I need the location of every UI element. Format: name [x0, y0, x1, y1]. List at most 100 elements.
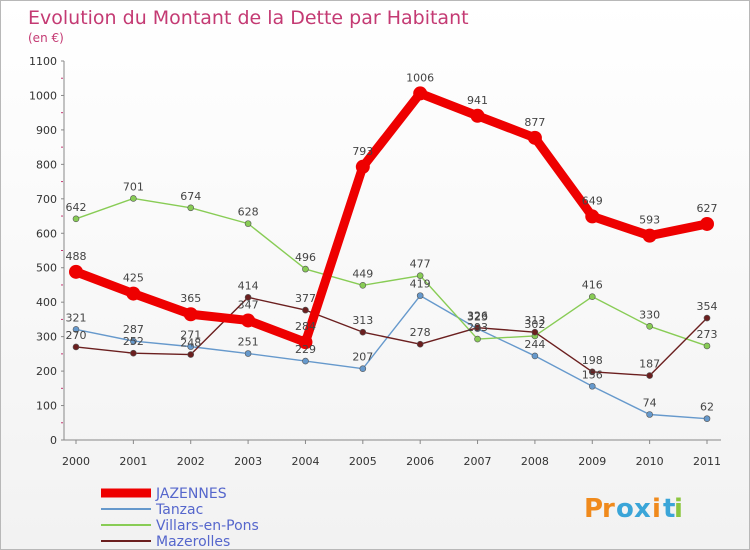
proxiti-logo: Pr o x i ti	[584, 494, 683, 524]
x-tick-label: 2002	[177, 455, 205, 468]
data-point	[302, 306, 309, 314]
logo-letter: t	[663, 494, 675, 524]
x-tick-label: 2010	[636, 455, 664, 468]
data-point	[646, 322, 653, 330]
x-tick-label: 2001	[119, 455, 147, 468]
x-tick-label: 2005	[349, 455, 377, 468]
data-point	[241, 313, 256, 328]
data-point	[130, 337, 137, 345]
data-point	[244, 294, 252, 301]
data-label: 416	[582, 279, 603, 292]
data-label: 284	[295, 320, 316, 333]
y-tick-label: 700	[36, 193, 57, 206]
data-point	[474, 335, 481, 343]
data-point	[646, 411, 653, 418]
data-label: 488	[66, 250, 87, 263]
data-point	[126, 286, 141, 301]
data-point	[585, 209, 600, 224]
data-point	[703, 415, 711, 422]
data-point	[531, 352, 539, 360]
data-point	[187, 351, 195, 358]
data-label: 593	[639, 214, 660, 227]
data-point	[588, 368, 596, 376]
data-label: 293	[467, 321, 488, 334]
series-line-tanzac	[75, 294, 708, 420]
y-tick-label: 0	[50, 434, 57, 447]
data-point	[130, 195, 137, 202]
y-tick-label: 200	[36, 365, 57, 378]
data-point	[359, 281, 367, 289]
x-tick-label: 2003	[234, 455, 262, 468]
x-tick-label: 2011	[693, 455, 721, 468]
data-label: 229	[295, 343, 316, 356]
legend-label: Tanzac	[155, 502, 203, 518]
data-point	[72, 215, 80, 223]
data-label: 74	[643, 397, 657, 410]
data-label: 273	[697, 328, 718, 341]
data-label: 251	[238, 336, 259, 349]
data-label: 323	[467, 311, 488, 324]
data-point	[416, 340, 424, 348]
x-tick-label: 2007	[464, 455, 492, 468]
data-point	[187, 343, 195, 350]
data-label: 628	[238, 206, 259, 219]
data-point	[355, 159, 370, 174]
data-point	[359, 328, 367, 336]
logo-letter: x	[634, 494, 651, 524]
data-labels: 488 425 365 347 284 793 1006 941 877 649 593 627 321…	[66, 71, 718, 413]
data-label: 649	[582, 194, 603, 207]
data-point	[302, 357, 309, 365]
data-label: 425	[123, 272, 144, 285]
data-point	[703, 314, 711, 322]
y-tick-label: 1000	[29, 89, 57, 102]
x-tick-label: 2009	[578, 455, 606, 468]
data-point	[413, 86, 428, 101]
data-label: 414	[238, 279, 259, 292]
y-tick-label: 1100	[29, 55, 57, 68]
data-label: 313	[352, 314, 373, 327]
logo-letter: r	[602, 494, 615, 524]
data-point	[69, 264, 83, 279]
data-point	[187, 204, 195, 212]
data-label: 941	[467, 94, 488, 107]
data-label: 326	[467, 310, 488, 323]
data-label: 877	[524, 116, 545, 129]
data-label: 330	[639, 308, 660, 321]
legend-label: Villars-en-Pons	[156, 518, 259, 534]
data-label: 449	[352, 267, 373, 280]
series-line-jazennes	[71, 88, 712, 347]
data-point	[359, 365, 367, 372]
x-tick-label: 2000	[62, 455, 90, 468]
data-label: 287	[123, 323, 144, 336]
data-label: 347	[238, 298, 259, 311]
data-point	[416, 272, 424, 279]
logo-letter: i	[652, 494, 661, 524]
data-label: 313	[524, 314, 545, 327]
data-label: 377	[295, 292, 316, 305]
chart-title: Evolution du Montant de la Dette par Hab…	[28, 7, 469, 29]
data-point	[588, 293, 596, 300]
data-point	[416, 292, 424, 299]
data-point	[588, 382, 596, 390]
data-point	[470, 108, 485, 123]
logo-letter: P	[584, 494, 603, 524]
data-label: 248	[180, 337, 201, 350]
data-label: 477	[410, 258, 431, 271]
data-point	[72, 326, 80, 333]
data-point	[298, 335, 313, 350]
data-point	[244, 350, 252, 357]
data-label: 207	[352, 351, 373, 364]
data-label: 793	[352, 145, 373, 158]
x-tick-label: 2008	[521, 455, 549, 468]
data-label: 302	[524, 318, 545, 331]
data-point	[703, 342, 711, 350]
data-label: 365	[180, 292, 201, 305]
data-label: 270	[66, 329, 87, 342]
data-label: 62	[700, 401, 714, 414]
data-point	[183, 307, 198, 322]
data-point	[700, 216, 714, 231]
chart-subtitle: (en €)	[28, 31, 64, 45]
data-point	[72, 343, 80, 351]
